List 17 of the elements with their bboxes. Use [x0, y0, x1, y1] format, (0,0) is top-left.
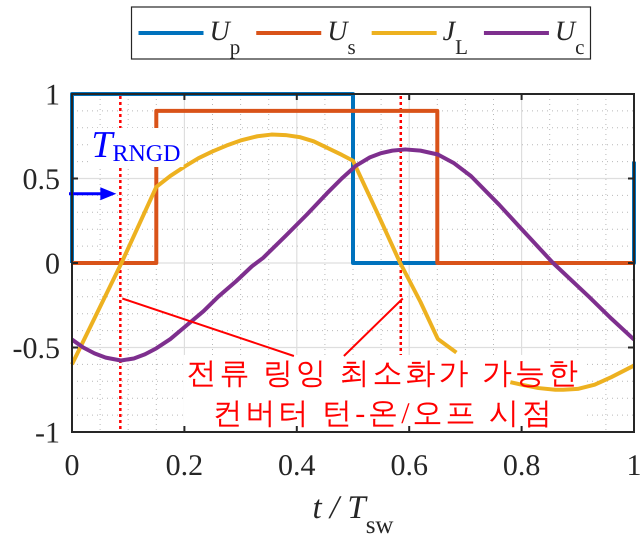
x-tick-label: 0.6	[390, 449, 428, 482]
x-tick-label: 0.4	[278, 449, 316, 482]
legend-label: J$_{L}$	[442, 16, 468, 59]
y-tick-label: -0.5	[12, 332, 60, 365]
annotation: 전류 링잉 최소화가 가능한 컨버터 턴-온/오프 시점	[186, 357, 582, 430]
legend-label: U$_{c}$	[554, 16, 584, 59]
x-tick-label: 1	[626, 449, 642, 482]
y-tick-label: 0	[45, 248, 60, 280]
legend-label: U$_{p}$	[210, 16, 240, 59]
x-tick-label: 0.8	[502, 449, 540, 482]
y-tick-label: 1	[45, 78, 60, 112]
x-tick-label: 0.2	[166, 449, 204, 482]
x-axis-title: t / T$_{sw}$	[312, 490, 394, 537]
y-tick-label: 0.5	[22, 163, 60, 196]
y-tick-label: -1	[35, 416, 60, 450]
legend-label: U$_{s}$	[327, 16, 356, 59]
ref-line-label: T$_{RNGD}$	[91, 124, 180, 167]
